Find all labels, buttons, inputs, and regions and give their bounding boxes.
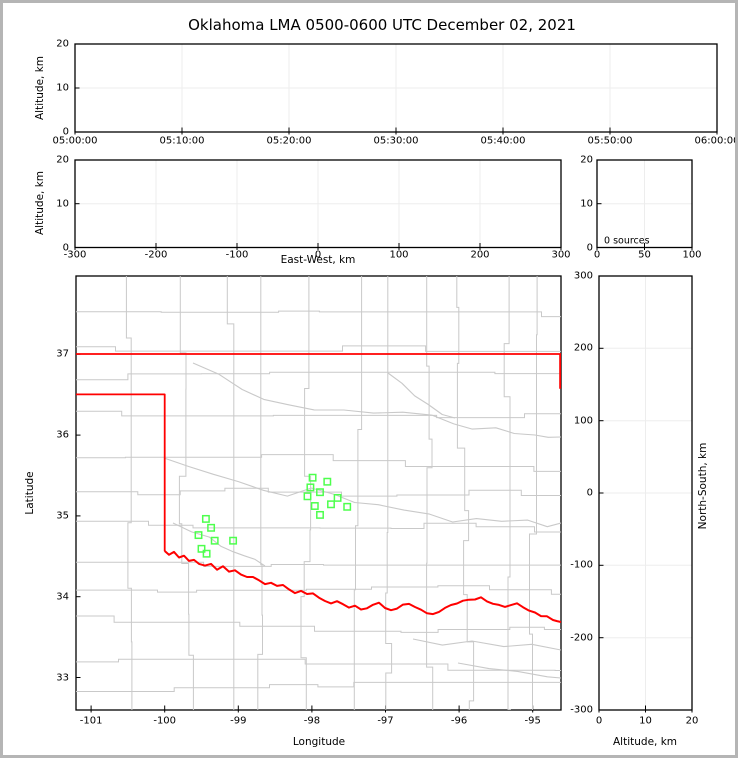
- p3-y-tick-label: 0: [586, 242, 593, 253]
- source-marker: [194, 531, 203, 540]
- source-marker: [333, 493, 342, 502]
- p1-x-tick-label: 05:50:00: [587, 135, 633, 147]
- p1-x-tick-label: 05:10:00: [159, 135, 205, 147]
- time-height-panel: [74, 43, 718, 135]
- source-count-annotation: 0 sources: [604, 235, 650, 247]
- ew-panel-ylabel: Altitude, km: [34, 170, 46, 236]
- p5-x-tick-label: 10: [639, 715, 652, 727]
- p5-y-tick-label: 200: [573, 342, 593, 354]
- source-marker: [327, 500, 335, 509]
- source-marker: [316, 510, 324, 519]
- map-y-tick-label: 37: [56, 348, 69, 360]
- time-panel-ylabel: Altitude, km: [34, 55, 46, 121]
- p2-x-tick-label: -100: [225, 249, 249, 261]
- map-panel: [75, 275, 562, 713]
- p2-y-tick-label: 10: [56, 198, 69, 210]
- p1-x-tick-label: 05:40:00: [480, 135, 526, 147]
- source-marker: [323, 477, 332, 486]
- map-x-tick-label: -99: [230, 715, 247, 727]
- map-y-tick-label: 36: [56, 429, 69, 441]
- source-marker: [343, 502, 352, 511]
- p5-y-tick-label: -300: [570, 704, 593, 716]
- figure-title: Oklahoma LMA 0500-0600 UTC December 02, …: [188, 16, 576, 34]
- p2-x-tick-label: 200: [470, 249, 490, 261]
- p2-x-tick-label: -300: [63, 249, 87, 261]
- p1-x-tick-label: 05:00:00: [52, 135, 98, 147]
- p1-y-tick-label: 10: [56, 82, 69, 94]
- p3-y-tick-label: 10: [580, 198, 593, 210]
- p2-x-tick-label: -200: [144, 249, 168, 261]
- source-marker: [197, 544, 206, 553]
- map-xlabel: Longitude: [292, 736, 346, 748]
- p5-x-tick-label: 0: [595, 715, 603, 727]
- ns-panel-ylabel: North-South, km: [697, 442, 709, 530]
- map-x-tick-label: -97: [377, 715, 394, 727]
- map-y-tick-label: 34: [56, 591, 69, 603]
- p2-x-tick-label: 0: [314, 249, 322, 261]
- map-x-tick-label: -98: [303, 715, 321, 727]
- map-ylabel: Latitude: [24, 471, 36, 515]
- source-marker: [201, 514, 210, 523]
- p3-x-tick-label: 100: [682, 249, 702, 261]
- p2-x-tick-label: 300: [551, 249, 571, 261]
- map-x-tick-label: -101: [79, 715, 103, 727]
- oklahoma-state-border: [76, 353, 561, 623]
- ew-panel-xlabel: East-West, km: [280, 254, 356, 266]
- source-marker: [306, 483, 315, 492]
- source-marker: [308, 473, 317, 482]
- source-marker: [316, 488, 324, 497]
- map-y-tick-label: 35: [56, 510, 69, 522]
- p3-x-tick-label: 50: [638, 249, 651, 261]
- p3-y-tick-label: 20: [580, 154, 593, 166]
- p1-x-tick-label: 06:00:00: [694, 135, 738, 147]
- histogram-panel: [596, 159, 693, 250]
- p1-x-tick-label: 05:30:00: [373, 135, 419, 147]
- p1-y-tick-label: 20: [56, 38, 69, 50]
- p5-y-tick-label: -100: [570, 559, 593, 571]
- p2-y-tick-label: 20: [56, 154, 69, 166]
- county-lines: [76, 276, 561, 710]
- p5-y-tick-label: 100: [573, 415, 593, 427]
- map-x-tick-label: -95: [524, 715, 541, 727]
- p5-y-tick-label: -200: [570, 632, 593, 644]
- map-x-tick-label: -96: [450, 715, 468, 727]
- p1-y-tick-label: 0: [62, 126, 69, 138]
- source-marker: [210, 536, 219, 545]
- ns-panel-xlabel: Altitude, km: [612, 736, 678, 748]
- p2-x-tick-label: 100: [389, 249, 409, 261]
- p3-x-tick-label: 0: [593, 249, 601, 261]
- map-content: [76, 276, 561, 710]
- source-marker: [310, 502, 319, 510]
- source-marker: [202, 549, 211, 558]
- source-marker: [229, 536, 238, 545]
- p5-x-tick-label: 20: [685, 715, 699, 727]
- ns-height-panel: [598, 275, 693, 713]
- source-marker: [207, 523, 216, 532]
- p2-y-tick-label: 0: [62, 242, 69, 253]
- p5-y-tick-label: 300: [573, 270, 593, 282]
- figure-canvas: [74, 43, 718, 713]
- map-y-tick-label: 33: [56, 672, 69, 683]
- map-x-tick-label: -100: [153, 715, 177, 727]
- p1-x-tick-label: 05:20:00: [266, 135, 312, 147]
- ew-height-panel: [74, 159, 562, 250]
- lma-source-markers: [194, 473, 352, 558]
- p5-y-tick-label: 0: [586, 487, 593, 499]
- source-marker: [303, 492, 312, 501]
